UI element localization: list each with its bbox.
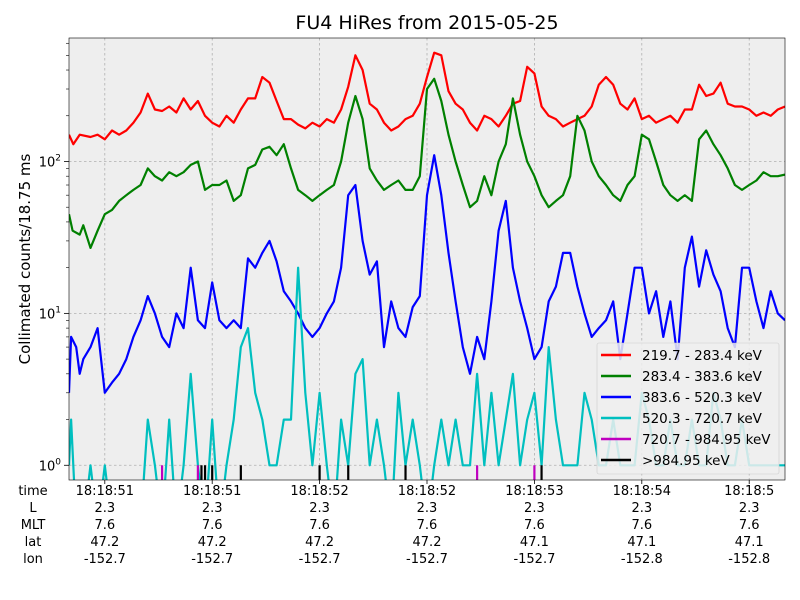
y-tick-label-1: 101 <box>39 305 61 322</box>
x-tick-label-3-lon: -152.7 <box>406 552 448 567</box>
x-tick-label-1-lat: 47.2 <box>198 535 227 550</box>
x-tick-label-1-lon: -152.7 <box>191 552 233 567</box>
legend-label-2: 383.6 - 520.3 keV <box>642 390 763 406</box>
x-tick-label-4-time: 18:18:53 <box>505 484 563 499</box>
x-tick-label-6-lat: 47.1 <box>735 535 764 550</box>
y-axis-ticks: 100 101 102 <box>39 42 69 474</box>
x-tick-label-6-time: 18:18:5 <box>724 484 774 499</box>
x-tick-label-2-l: 2.3 <box>309 501 330 516</box>
x-tick-label-2-time: 18:18:52 <box>290 484 348 499</box>
x-tick-label-1-mlt: 7.6 <box>202 518 223 533</box>
series-line-1 <box>69 77 785 249</box>
row-label-lon: lon <box>23 552 43 567</box>
x-tick-label-1-time: 18:18:51 <box>183 484 241 499</box>
x-tick-label-5-l: 2.3 <box>631 501 652 516</box>
x-tick-label-0-lat: 47.2 <box>90 535 119 550</box>
x-tick-label-4-mlt: 7.6 <box>524 518 545 533</box>
legend-label-1: 283.4 - 383.6 keV <box>642 369 763 385</box>
y-axis-label: Collimated counts/18.75 ms <box>16 153 34 364</box>
x-tick-label-3-l: 2.3 <box>417 501 438 516</box>
x-axis-ticks: time L MLT lat lon 18:18:51 2.3 7.6 47.2 -152.7 18… <box>18 480 774 567</box>
x-tick-label-4-lon: -152.7 <box>513 552 555 567</box>
x-tick-label-5-lat: 47.1 <box>627 535 656 550</box>
series-line-0 <box>69 51 785 146</box>
x-tick-label-6-lon: -152.8 <box>728 552 770 567</box>
x-tick-label-4-lat: 47.1 <box>520 535 549 550</box>
legend-label-5: >984.95 keV <box>642 453 730 469</box>
x-tick-label-2-mlt: 7.6 <box>309 518 330 533</box>
legend-box <box>596 342 780 475</box>
legend: 219.7 - 283.4 keV 283.4 - 383.6 keV 383.6 … <box>596 342 780 475</box>
x-tick-label-2-lat: 47.2 <box>305 535 334 550</box>
row-label-l: L <box>29 501 37 516</box>
x-tick-label-0-l: 2.3 <box>94 501 115 516</box>
series-line-2 <box>69 154 785 394</box>
legend-label-4: 720.7 - 984.95 keV <box>642 432 771 448</box>
x-tick-label-5-mlt: 7.6 <box>631 518 652 533</box>
x-tick-label-4-l: 2.3 <box>524 501 545 516</box>
x-tick-label-6-mlt: 7.6 <box>739 518 760 533</box>
x-tick-label-3-mlt: 7.6 <box>417 518 438 533</box>
legend-label-0: 219.7 - 283.4 keV <box>642 348 763 364</box>
x-tick-label-3-time: 18:18:52 <box>398 484 456 499</box>
x-tick-label-0-mlt: 7.6 <box>94 518 115 533</box>
y-tick-label-0: 100 <box>39 457 62 474</box>
x-tick-label-3-lat: 47.2 <box>413 535 442 550</box>
x-tick-label-0-time: 18:18:51 <box>76 484 134 499</box>
y-tick-label-2: 102 <box>39 153 61 170</box>
x-tick-label-0-lon: -152.7 <box>84 552 126 567</box>
x-tick-label-5-lon: -152.8 <box>621 552 663 567</box>
x-tick-label-1-l: 2.3 <box>202 501 223 516</box>
x-tick-label-2-lon: -152.7 <box>299 552 341 567</box>
row-label-time: time <box>18 484 47 499</box>
row-label-mlt: MLT <box>21 518 46 533</box>
row-label-lat: lat <box>25 535 42 550</box>
x-tick-label-6-l: 2.3 <box>739 501 760 516</box>
legend-label-3: 520.3 - 720.7 keV <box>642 411 763 427</box>
chart-title: FU4 HiRes from 2015-05-25 <box>295 12 558 34</box>
x-tick-label-5-time: 18:18:54 <box>613 484 671 499</box>
